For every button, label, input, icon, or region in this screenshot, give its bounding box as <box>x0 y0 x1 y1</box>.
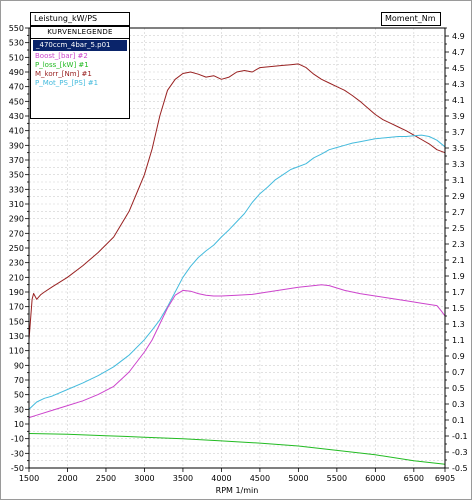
series-line-p-mot-ps-ps-1 <box>28 134 446 410</box>
left-tick-label: 110 <box>9 347 24 356</box>
right-tick-label: 2.5 <box>452 224 465 233</box>
right-tick-label: 3.3 <box>452 160 465 169</box>
right-tick-label: 4.7 <box>452 48 465 57</box>
right-tick-label: 4.1 <box>452 96 465 105</box>
x-tick-label: 1500 <box>19 474 39 483</box>
legend-selected-file[interactable]: _470ccm_4bar_5.p01 <box>33 40 127 51</box>
x-tick-label: 4000 <box>211 474 231 483</box>
right-tick-label: 2.3 <box>452 240 465 249</box>
right-tick-label: 3.7 <box>452 128 465 137</box>
left-tick-label: 170 <box>9 303 24 312</box>
right-tick-label: 2.7 <box>452 208 465 217</box>
legend-title: KURVENLEGENDE <box>31 27 129 39</box>
right-tick-label: 1.3 <box>452 320 465 329</box>
left-tick-label: 190 <box>9 288 24 297</box>
left-tick-label: 230 <box>9 259 24 268</box>
right-tick-label: 3.5 <box>452 144 465 153</box>
right-tick-label: 1.7 <box>452 288 465 297</box>
left-tick-label: 490 <box>9 68 24 77</box>
series-line-m-korr-nm-1 <box>28 63 446 340</box>
right-tick-label: 2.1 <box>452 256 465 265</box>
left-tick-label: 390 <box>9 141 24 150</box>
left-tick-label: -50 <box>11 464 24 473</box>
right-tick-label: 4.3 <box>452 80 465 89</box>
legend-item-p-loss[interactable]: P_loss_[kW] #1 <box>35 61 89 69</box>
left-tick-label: 470 <box>9 83 24 92</box>
right-axis-label[interactable]: Moment_Nm <box>381 12 441 26</box>
series-line-p-loss-kw-1 <box>28 433 446 465</box>
left-tick-label: 270 <box>9 229 24 238</box>
right-tick-label: 0.5 <box>452 384 465 393</box>
right-tick-label: -0.1 <box>452 432 468 441</box>
right-tick-label: 1.1 <box>452 336 465 345</box>
left-tick-label: 10 <box>14 420 24 429</box>
x-axis-label: RPM 1/min <box>216 486 259 495</box>
x-tick-label: 6000 <box>365 474 385 483</box>
legend-item-m-korr[interactable]: M_korr_[Nm] #1 <box>35 70 92 78</box>
legend-item-p-mot[interactable]: P_Mot_PS_[PS] #1 <box>35 79 99 87</box>
left-tick-label: 70 <box>14 376 24 385</box>
x-tick-label: 2000 <box>57 474 77 483</box>
left-tick-label: -10 <box>11 435 24 444</box>
left-tick-label: -30 <box>11 449 24 458</box>
right-tick-label: 0.1 <box>452 416 465 425</box>
curve-legend: KURVENLEGENDE _470ccm_4bar_5.p01 Boost_[… <box>30 26 130 119</box>
left-tick-label: 550 <box>9 24 24 33</box>
left-tick-label: 250 <box>9 244 24 253</box>
right-tick-label: 1.5 <box>452 304 465 313</box>
x-tick-label: 5500 <box>327 474 347 483</box>
right-tick-label: 0.3 <box>452 400 465 409</box>
left-tick-label: 310 <box>9 200 24 209</box>
left-tick-label: 350 <box>9 171 24 180</box>
left-tick-label: 50 <box>14 391 24 400</box>
left-tick-label: 130 <box>9 332 24 341</box>
left-tick-label: 530 <box>9 39 24 48</box>
right-tick-label: 2.9 <box>452 192 465 201</box>
x-tick-label: 2500 <box>96 474 116 483</box>
left-tick-label: 410 <box>9 127 24 136</box>
left-tick-label: 290 <box>9 215 24 224</box>
left-tick-label: 150 <box>9 317 24 326</box>
right-tick-label: 3.9 <box>452 112 465 121</box>
x-tick-label: 5000 <box>288 474 308 483</box>
x-tick-label: 6905 <box>435 474 455 483</box>
left-tick-label: 370 <box>9 156 24 165</box>
left-tick-label: 450 <box>9 97 24 106</box>
x-tick-label: 4500 <box>250 474 270 483</box>
right-tick-label: 0.7 <box>452 368 465 377</box>
x-tick-label: 3000 <box>134 474 154 483</box>
left-tick-label: 210 <box>9 273 24 282</box>
series-line-boost-bar-2 <box>28 284 446 419</box>
legend-item-boost[interactable]: Boost_[bar] #2 <box>35 52 88 60</box>
left-tick-label: 510 <box>9 53 24 62</box>
right-tick-label: 1.9 <box>452 272 465 281</box>
right-tick-label: 0.9 <box>452 352 465 361</box>
x-tick-label: 3500 <box>173 474 193 483</box>
right-tick-label: 3.1 <box>452 176 465 185</box>
left-tick-label: 30 <box>14 405 24 414</box>
right-tick-label: 4.5 <box>452 64 465 73</box>
left-tick-label: 330 <box>9 185 24 194</box>
right-tick-label: -0.5 <box>452 464 468 473</box>
x-tick-label: 6500 <box>404 474 424 483</box>
left-axis-label[interactable]: Leistung_kW/PS <box>30 12 130 26</box>
left-tick-label: 430 <box>9 112 24 121</box>
plot-border <box>28 27 446 469</box>
left-tick-label: 90 <box>14 361 24 370</box>
right-tick-label: -0.3 <box>452 448 468 457</box>
right-tick-label: 4.9 <box>452 32 465 41</box>
